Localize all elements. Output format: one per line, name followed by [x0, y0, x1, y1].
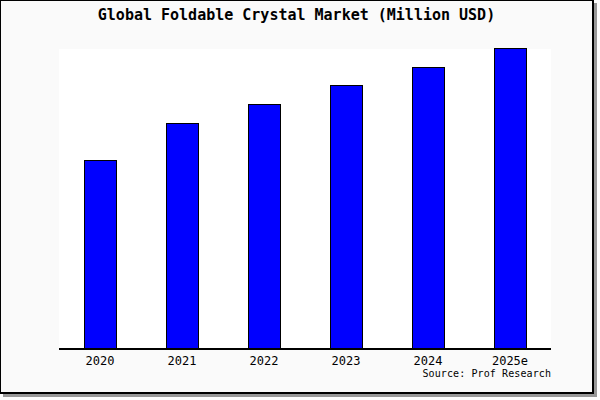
x-tick-label-2025e: 2025e — [469, 355, 551, 368]
bar-2020 — [84, 160, 117, 348]
chart-frame: Global Foldable Crystal Market (Million … — [0, 0, 594, 394]
bar-2024 — [412, 67, 445, 348]
plot-area — [59, 49, 551, 350]
bar-slot-2023 — [305, 49, 387, 348]
x-tick-label-2023: 2023 — [305, 355, 387, 368]
x-tick-label-2021: 2021 — [141, 355, 223, 368]
x-axis-labels-row: 202020212022202320242025e — [59, 355, 551, 368]
bar-slot-2025e — [469, 49, 551, 348]
x-tick-label-2022: 2022 — [223, 355, 305, 368]
x-tick-label-2024: 2024 — [387, 355, 469, 368]
source-caption: Source: Prof Research — [422, 368, 551, 380]
bar-2025e — [494, 48, 527, 348]
bar-2021 — [166, 123, 199, 348]
bar-slot-2024 — [387, 49, 469, 348]
bars-row — [59, 49, 551, 348]
bar-2023 — [330, 85, 363, 348]
bar-slot-2020 — [59, 49, 141, 348]
bar-slot-2022 — [223, 49, 305, 348]
bar-2022 — [248, 104, 281, 348]
bar-slot-2021 — [141, 49, 223, 348]
x-tick-label-2020: 2020 — [59, 355, 141, 368]
chart-title: Global Foldable Crystal Market (Million … — [1, 7, 592, 23]
